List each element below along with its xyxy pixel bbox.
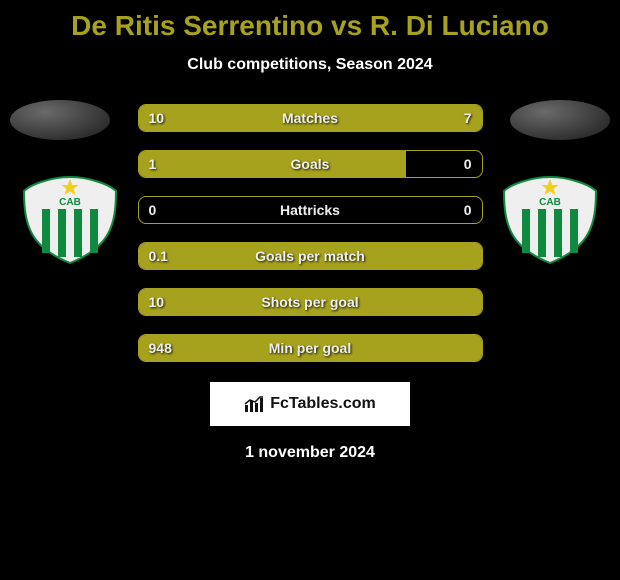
- stat-label: Goals: [291, 156, 330, 172]
- club-shield-right: CAB: [500, 175, 600, 265]
- stat-label: Matches: [282, 110, 338, 126]
- stat-row: 0 Hattricks 0: [138, 196, 483, 224]
- brand-text: FcTables.com: [270, 395, 376, 413]
- stat-value-left: 0: [149, 202, 157, 218]
- stat-value-right: 7: [464, 110, 472, 126]
- stat-value-left: 10: [149, 294, 165, 310]
- stat-value-left: 10: [149, 110, 165, 126]
- svg-text:CAB: CAB: [539, 197, 561, 208]
- date-text: 1 november 2024: [0, 444, 620, 462]
- stat-value-right: 0: [464, 202, 472, 218]
- stat-label: Min per goal: [269, 340, 351, 356]
- stat-value-left: 1: [149, 156, 157, 172]
- stat-value-left: 0.1: [149, 248, 168, 264]
- stat-row: 0.1 Goals per match: [138, 242, 483, 270]
- brand-box: FcTables.com: [210, 382, 410, 426]
- stat-row: 10 Matches 7: [138, 104, 483, 132]
- bar-fill-left: [139, 151, 407, 177]
- brand-icon: [244, 395, 266, 413]
- comparison-bars: 10 Matches 7 1 Goals 0 0 Hattricks 0 0.1 Goals per…: [138, 104, 483, 362]
- stat-label: Hattricks: [280, 202, 340, 218]
- club-shield-left: CAB: [20, 175, 120, 265]
- bar-fill-right: [340, 105, 481, 131]
- stat-value-right: 0: [464, 156, 472, 172]
- stat-row: 1 Goals 0: [138, 150, 483, 178]
- stat-row: 10 Shots per goal: [138, 288, 483, 316]
- player-avatar-left: [10, 100, 110, 140]
- page-title: De Ritis Serrentino vs R. Di Luciano: [0, 0, 620, 42]
- stat-row: 948 Min per goal: [138, 334, 483, 362]
- svg-text:CAB: CAB: [59, 197, 81, 208]
- player-avatar-right: [510, 100, 610, 140]
- stat-value-left: 948: [149, 340, 172, 356]
- stat-label: Shots per goal: [261, 294, 358, 310]
- subtitle: Club competitions, Season 2024: [0, 56, 620, 74]
- stat-label: Goals per match: [255, 248, 365, 264]
